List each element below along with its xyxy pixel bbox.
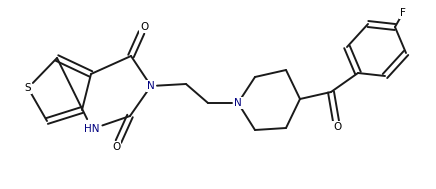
Text: N: N <box>234 98 242 108</box>
Text: O: O <box>112 142 120 152</box>
Text: HN: HN <box>84 124 100 134</box>
Text: O: O <box>140 22 148 32</box>
Text: F: F <box>400 8 406 18</box>
Text: S: S <box>25 83 31 93</box>
Text: N: N <box>147 81 155 91</box>
Text: O: O <box>333 122 341 132</box>
